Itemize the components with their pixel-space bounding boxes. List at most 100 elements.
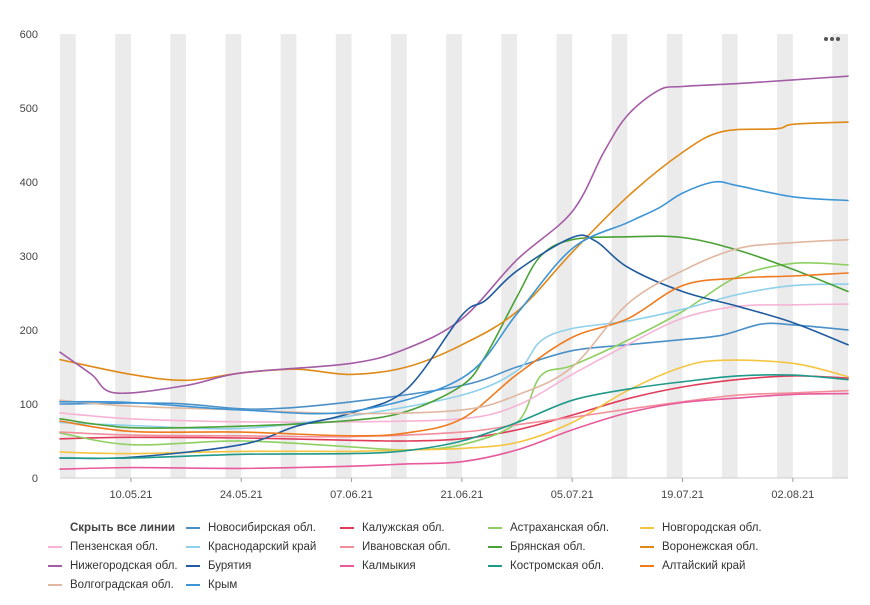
series-line-7 [59,389,849,438]
legend-row: Нижегородская обл. Бурятия Калмыкия Костром… [48,556,858,575]
series-line-13 [59,373,849,460]
y-tick-label: 200 [20,325,38,337]
legend-label: Нижегородская обл. [70,559,178,572]
series-line-11 [59,234,849,460]
series-line-16 [59,180,849,415]
weekend-band [777,34,793,478]
legend-swatch [340,545,354,548]
legend-label: Волгоградская обл. [70,578,174,591]
legend-label: Алтайский край [662,559,746,572]
chart-area: 0 100 200 300 400 500 600 10.05.21 24.05.21 07.06… [20,28,849,501]
legend-item[interactable]: Воронежская обл. [640,541,758,553]
legend-label: Пензенская обл. [70,540,159,553]
legend-label: Крым [208,578,238,591]
legend-swatch [186,526,200,529]
legend-swatch [186,545,200,548]
legend-item[interactable]: Новосибирская обл. [186,522,316,534]
legend-swatch [186,564,200,567]
legend-item[interactable]: Калужская обл. [340,522,445,534]
legend-swatch [640,526,654,529]
y-tick-label: 600 [20,29,38,41]
weekend-band [225,34,242,478]
legend-label: Воронежская обл. [662,540,759,553]
series-line-14 [59,272,849,437]
y-tick-label: 0 [32,473,38,485]
x-tick-label: 02.08.21 [771,489,814,501]
legend-item[interactable]: Алтайский край [640,560,745,572]
y-tick-label: 100 [20,399,38,411]
weekend-band [446,34,462,478]
legend-item[interactable]: Ивановская обл. [340,541,451,553]
legend-swatch [488,545,502,548]
legend-row: Волгоградская обл. Крым [48,575,858,594]
legend-swatch [48,583,62,586]
weekend-band [60,34,76,478]
legend-label: Калмыкия [362,559,416,572]
x-tick-label: 21.06.21 [440,489,483,501]
legend-label: Ивановская обл. [362,540,451,553]
weekend-band [390,34,407,478]
more-options-icon[interactable] [824,28,848,42]
legend-swatch [340,564,354,567]
weekend-band [280,34,297,478]
legend-label: Костромская обл. [510,559,605,572]
hide-all-lines-button[interactable]: Скрыть все линии [48,522,175,534]
legend-swatch [186,583,200,586]
x-tick-label: 10.05.21 [110,489,153,501]
weekend-band [115,34,131,478]
series-line-9 [59,121,849,382]
series-line-10 [59,75,849,395]
legend-item[interactable]: Волгоградская обл. [48,579,174,591]
legend-item[interactable]: Костромская обл. [488,560,604,572]
x-tick-label: 07.06.21 [330,489,373,501]
legend-item[interactable]: Краснодарский край [186,541,316,553]
legend-swatch [640,545,654,548]
weekend-band [501,34,518,478]
weekend-band [611,34,628,478]
legend-label: Краснодарский край [208,540,317,553]
legend-item[interactable]: Новгородская обл. [640,522,762,534]
weekend-band [666,34,683,478]
weekend-band [832,34,848,478]
legend-swatch [48,564,62,567]
weekend-band [721,34,738,478]
series-line-4 [59,359,849,455]
legend-label: Калужская обл. [362,521,445,534]
legend-label: Бурятия [208,559,252,572]
legend-swatch [488,526,502,529]
legend-swatch [48,545,62,548]
y-tick-label: 300 [20,251,38,263]
line-chart: 0 100 200 300 400 500 600 10.05.21 24.05.21 07.06… [20,29,849,501]
y-tick-label: 500 [20,103,38,115]
series-line-8 [59,235,849,429]
series-line-6 [59,283,849,430]
legend-label: Новгородская обл. [662,521,762,534]
series-line-3 [59,261,849,451]
legend-swatch [340,526,354,529]
y-tick-label: 400 [20,177,38,189]
legend-item[interactable]: Брянская обл. [488,541,586,553]
weekend-bands [60,34,848,478]
hide-all-lines-label: Скрыть все линии [70,521,176,534]
legend-label: Астраханская обл. [510,521,610,534]
legend-label: Новосибирская обл. [208,521,316,534]
legend-item[interactable]: Астраханская обл. [488,522,609,534]
legend: Скрыть все линии Новосибирская обл. Калужс… [48,518,858,594]
legend-swatch [488,564,502,567]
series-line-12 [59,392,849,470]
legend-row: Скрыть все линии Новосибирская обл. Калужс… [48,518,858,537]
weekend-band [170,34,187,478]
legend-item[interactable]: Нижегородская обл. [48,560,178,572]
legend-item[interactable]: Крым [186,579,237,591]
weekend-band [335,34,352,478]
legend-item[interactable]: Пензенская обл. [48,541,158,553]
legend-item[interactable]: Бурятия [186,560,251,572]
legend-swatch [640,564,654,567]
x-tick-label: 24.05.21 [220,489,263,501]
x-tick-label: 05.07.21 [551,489,594,501]
series-line-1 [59,322,849,411]
x-tick-label: 19.07.21 [661,489,704,501]
legend-label: Брянская обл. [510,540,586,553]
legend-item[interactable]: Калмыкия [340,560,416,572]
legend-row: Пензенская обл. Краснодарский край Ивановс… [48,537,858,556]
